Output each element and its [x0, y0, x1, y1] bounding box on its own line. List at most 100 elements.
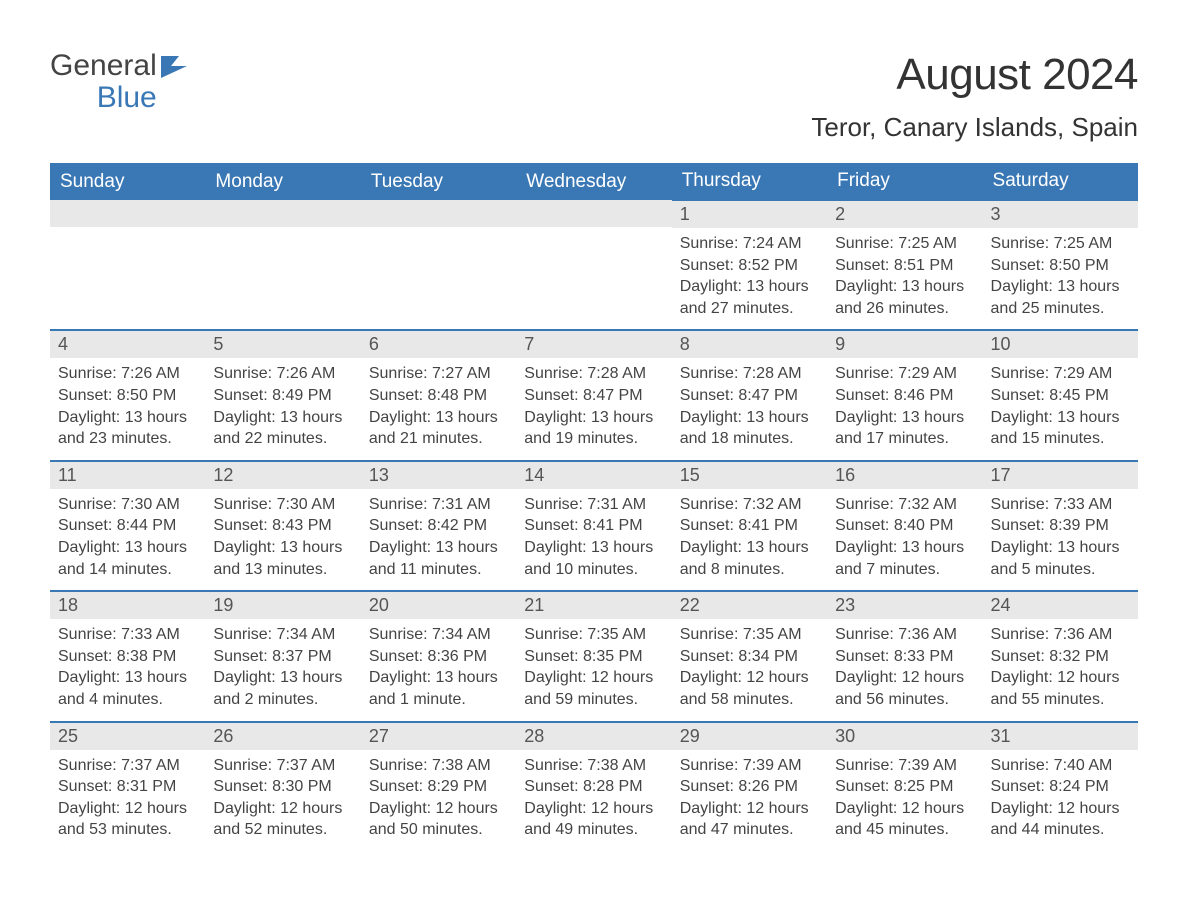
calendar-cell: 20Sunrise: 7:34 AMSunset: 8:36 PMDayligh…	[361, 591, 516, 721]
daylight-text: Daylight: 12 hours and 52 minutes.	[213, 798, 352, 841]
calendar-cell: 15Sunrise: 7:32 AMSunset: 8:41 PMDayligh…	[672, 461, 827, 591]
sunrise-text: Sunrise: 7:27 AM	[369, 363, 508, 385]
day-number: 2	[827, 201, 982, 228]
day-number: 24	[983, 592, 1138, 619]
calendar-table: SundayMondayTuesdayWednesdayThursdayFrid…	[50, 163, 1138, 852]
sunrise-text: Sunrise: 7:25 AM	[991, 233, 1130, 255]
day-content: Sunrise: 7:34 AMSunset: 8:37 PMDaylight:…	[205, 619, 360, 720]
day-content: Sunrise: 7:33 AMSunset: 8:38 PMDaylight:…	[50, 619, 205, 720]
sunrise-text: Sunrise: 7:31 AM	[524, 494, 663, 516]
sunrise-text: Sunrise: 7:35 AM	[524, 624, 663, 646]
day-number: 3	[983, 201, 1138, 228]
sunset-text: Sunset: 8:39 PM	[991, 515, 1130, 537]
daylight-text: Daylight: 12 hours and 55 minutes.	[991, 667, 1130, 710]
sunset-text: Sunset: 8:48 PM	[369, 385, 508, 407]
calendar-cell: 30Sunrise: 7:39 AMSunset: 8:25 PMDayligh…	[827, 722, 982, 852]
day-content: Sunrise: 7:27 AMSunset: 8:48 PMDaylight:…	[361, 358, 516, 459]
day-content: Sunrise: 7:28 AMSunset: 8:47 PMDaylight:…	[516, 358, 671, 459]
sunset-text: Sunset: 8:38 PM	[58, 646, 197, 668]
weekday-header: Thursday	[672, 163, 827, 200]
sunrise-text: Sunrise: 7:26 AM	[58, 363, 197, 385]
daylight-text: Daylight: 13 hours and 4 minutes.	[58, 667, 197, 710]
day-number: 5	[205, 331, 360, 358]
calendar-cell: 23Sunrise: 7:36 AMSunset: 8:33 PMDayligh…	[827, 591, 982, 721]
location: Teror, Canary Islands, Spain	[811, 112, 1138, 143]
calendar-cell: 3Sunrise: 7:25 AMSunset: 8:50 PMDaylight…	[983, 200, 1138, 330]
day-content: Sunrise: 7:32 AMSunset: 8:41 PMDaylight:…	[672, 489, 827, 590]
logo-word2: Blue	[50, 82, 157, 114]
weekday-header: Wednesday	[516, 163, 671, 200]
day-content: Sunrise: 7:29 AMSunset: 8:46 PMDaylight:…	[827, 358, 982, 459]
daylight-text: Daylight: 12 hours and 56 minutes.	[835, 667, 974, 710]
day-number: 14	[516, 462, 671, 489]
day-content: Sunrise: 7:32 AMSunset: 8:40 PMDaylight:…	[827, 489, 982, 590]
daylight-text: Daylight: 13 hours and 14 minutes.	[58, 537, 197, 580]
calendar-cell: 13Sunrise: 7:31 AMSunset: 8:42 PMDayligh…	[361, 461, 516, 591]
calendar-week: 11Sunrise: 7:30 AMSunset: 8:44 PMDayligh…	[50, 461, 1138, 591]
day-number: 31	[983, 723, 1138, 750]
day-number: 11	[50, 462, 205, 489]
month-title: August 2024	[811, 50, 1138, 100]
day-number: 16	[827, 462, 982, 489]
daylight-text: Daylight: 12 hours and 50 minutes.	[369, 798, 508, 841]
sunset-text: Sunset: 8:43 PM	[213, 515, 352, 537]
calendar-cell: 6Sunrise: 7:27 AMSunset: 8:48 PMDaylight…	[361, 330, 516, 460]
day-number: 18	[50, 592, 205, 619]
calendar-cell: 10Sunrise: 7:29 AMSunset: 8:45 PMDayligh…	[983, 330, 1138, 460]
sunrise-text: Sunrise: 7:29 AM	[991, 363, 1130, 385]
daylight-text: Daylight: 13 hours and 22 minutes.	[213, 407, 352, 450]
calendar-cell: 26Sunrise: 7:37 AMSunset: 8:30 PMDayligh…	[205, 722, 360, 852]
weekday-header: Monday	[205, 163, 360, 200]
calendar-week: 1Sunrise: 7:24 AMSunset: 8:52 PMDaylight…	[50, 200, 1138, 330]
sunset-text: Sunset: 8:36 PM	[369, 646, 508, 668]
daylight-text: Daylight: 12 hours and 47 minutes.	[680, 798, 819, 841]
day-content: Sunrise: 7:36 AMSunset: 8:32 PMDaylight:…	[983, 619, 1138, 720]
calendar-cell: 22Sunrise: 7:35 AMSunset: 8:34 PMDayligh…	[672, 591, 827, 721]
sunrise-text: Sunrise: 7:38 AM	[524, 755, 663, 777]
sunrise-text: Sunrise: 7:37 AM	[213, 755, 352, 777]
day-content: Sunrise: 7:28 AMSunset: 8:47 PMDaylight:…	[672, 358, 827, 459]
sunrise-text: Sunrise: 7:29 AM	[835, 363, 974, 385]
calendar-cell: 4Sunrise: 7:26 AMSunset: 8:50 PMDaylight…	[50, 330, 205, 460]
daylight-text: Daylight: 12 hours and 59 minutes.	[524, 667, 663, 710]
day-number: 10	[983, 331, 1138, 358]
daylight-text: Daylight: 13 hours and 8 minutes.	[680, 537, 819, 580]
daylight-text: Daylight: 13 hours and 23 minutes.	[58, 407, 197, 450]
day-number: 12	[205, 462, 360, 489]
day-content: Sunrise: 7:39 AMSunset: 8:25 PMDaylight:…	[827, 750, 982, 851]
logo-flag-icon	[161, 56, 193, 83]
daylight-text: Daylight: 13 hours and 10 minutes.	[524, 537, 663, 580]
calendar-cell: 17Sunrise: 7:33 AMSunset: 8:39 PMDayligh…	[983, 461, 1138, 591]
calendar-cell	[516, 200, 671, 330]
daylight-text: Daylight: 13 hours and 11 minutes.	[369, 537, 508, 580]
sunset-text: Sunset: 8:44 PM	[58, 515, 197, 537]
daylight-text: Daylight: 13 hours and 15 minutes.	[991, 407, 1130, 450]
sunrise-text: Sunrise: 7:32 AM	[835, 494, 974, 516]
day-content: Sunrise: 7:26 AMSunset: 8:49 PMDaylight:…	[205, 358, 360, 459]
calendar-cell: 11 Sunrise: 7:30 AMSunset: 8:44 PMDayligh…	[50, 461, 205, 591]
sunset-text: Sunset: 8:25 PM	[835, 776, 974, 798]
daylight-text: Daylight: 12 hours and 49 minutes.	[524, 798, 663, 841]
sunrise-text: Sunrise: 7:36 AM	[835, 624, 974, 646]
daylight-text: Daylight: 12 hours and 53 minutes.	[58, 798, 197, 841]
day-content: Sunrise: 7:25 AMSunset: 8:51 PMDaylight:…	[827, 228, 982, 329]
sunrise-text: Sunrise: 7:30 AM	[58, 494, 197, 516]
sunset-text: Sunset: 8:50 PM	[58, 385, 197, 407]
weekday-header: Saturday	[983, 163, 1138, 200]
day-number: 22	[672, 592, 827, 619]
sunset-text: Sunset: 8:24 PM	[991, 776, 1130, 798]
day-content: Sunrise: 7:36 AMSunset: 8:33 PMDaylight:…	[827, 619, 982, 720]
logo-text: General Blue	[50, 50, 157, 113]
day-content: Sunrise: 7:31 AMSunset: 8:41 PMDaylight:…	[516, 489, 671, 590]
day-content: Sunrise: 7:40 AMSunset: 8:24 PMDaylight:…	[983, 750, 1138, 851]
daylight-text: Daylight: 13 hours and 26 minutes.	[835, 276, 974, 319]
sunset-text: Sunset: 8:31 PM	[58, 776, 197, 798]
day-content: Sunrise: 7:24 AMSunset: 8:52 PMDaylight:…	[672, 228, 827, 329]
sunrise-text: Sunrise: 7:33 AM	[991, 494, 1130, 516]
daylight-text: Daylight: 13 hours and 21 minutes.	[369, 407, 508, 450]
day-number: 6	[361, 331, 516, 358]
sunset-text: Sunset: 8:42 PM	[369, 515, 508, 537]
calendar-cell: 2Sunrise: 7:25 AMSunset: 8:51 PMDaylight…	[827, 200, 982, 330]
day-number: 21	[516, 592, 671, 619]
title-block: August 2024 Teror, Canary Islands, Spain	[811, 50, 1138, 143]
